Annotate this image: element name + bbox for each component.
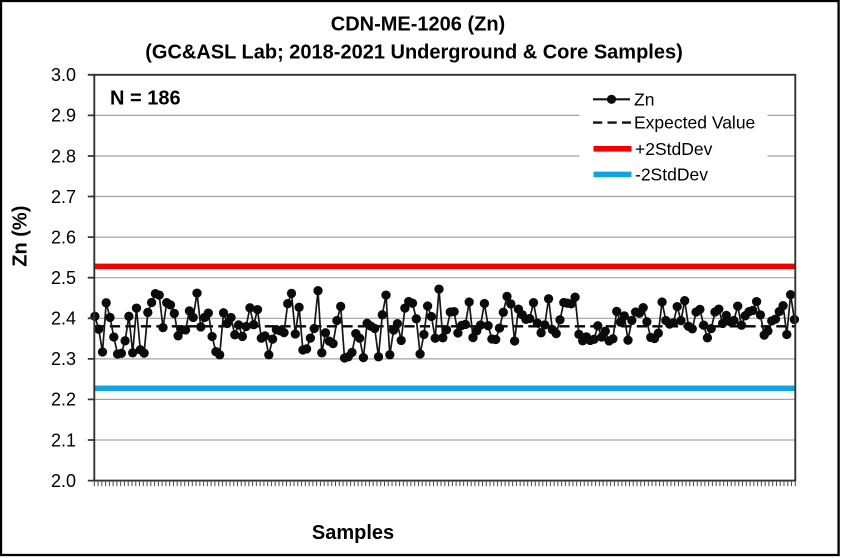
svg-text:2.7: 2.7 bbox=[51, 187, 76, 207]
svg-text:2.0: 2.0 bbox=[51, 471, 76, 491]
svg-text:-2StdDev: -2StdDev bbox=[635, 164, 708, 184]
svg-text:Expected Value: Expected Value bbox=[634, 113, 755, 133]
svg-text:2.4: 2.4 bbox=[51, 309, 76, 329]
svg-text:2.8: 2.8 bbox=[51, 146, 76, 166]
svg-text:+2StdDev: +2StdDev bbox=[635, 139, 713, 159]
svg-text:2.1: 2.1 bbox=[51, 430, 76, 450]
svg-text:3.0: 3.0 bbox=[51, 65, 76, 85]
svg-text:Zn: Zn bbox=[634, 89, 654, 109]
svg-text:N = 186: N = 186 bbox=[110, 88, 181, 110]
svg-text:2.3: 2.3 bbox=[51, 349, 76, 369]
svg-text:Samples: Samples bbox=[312, 522, 394, 544]
svg-text:(GC&ASL Lab; 2018-2021 Undergr: (GC&ASL Lab; 2018-2021 Underground & Cor… bbox=[145, 42, 683, 64]
svg-text:2.9: 2.9 bbox=[51, 106, 76, 126]
svg-text:CDN-ME-1206 (Zn): CDN-ME-1206 (Zn) bbox=[331, 14, 505, 36]
svg-text:2.2: 2.2 bbox=[51, 390, 76, 410]
svg-text:2.5: 2.5 bbox=[51, 268, 76, 288]
svg-text:Zn (%): Zn (%) bbox=[9, 206, 31, 267]
svg-text:2.6: 2.6 bbox=[51, 227, 76, 247]
